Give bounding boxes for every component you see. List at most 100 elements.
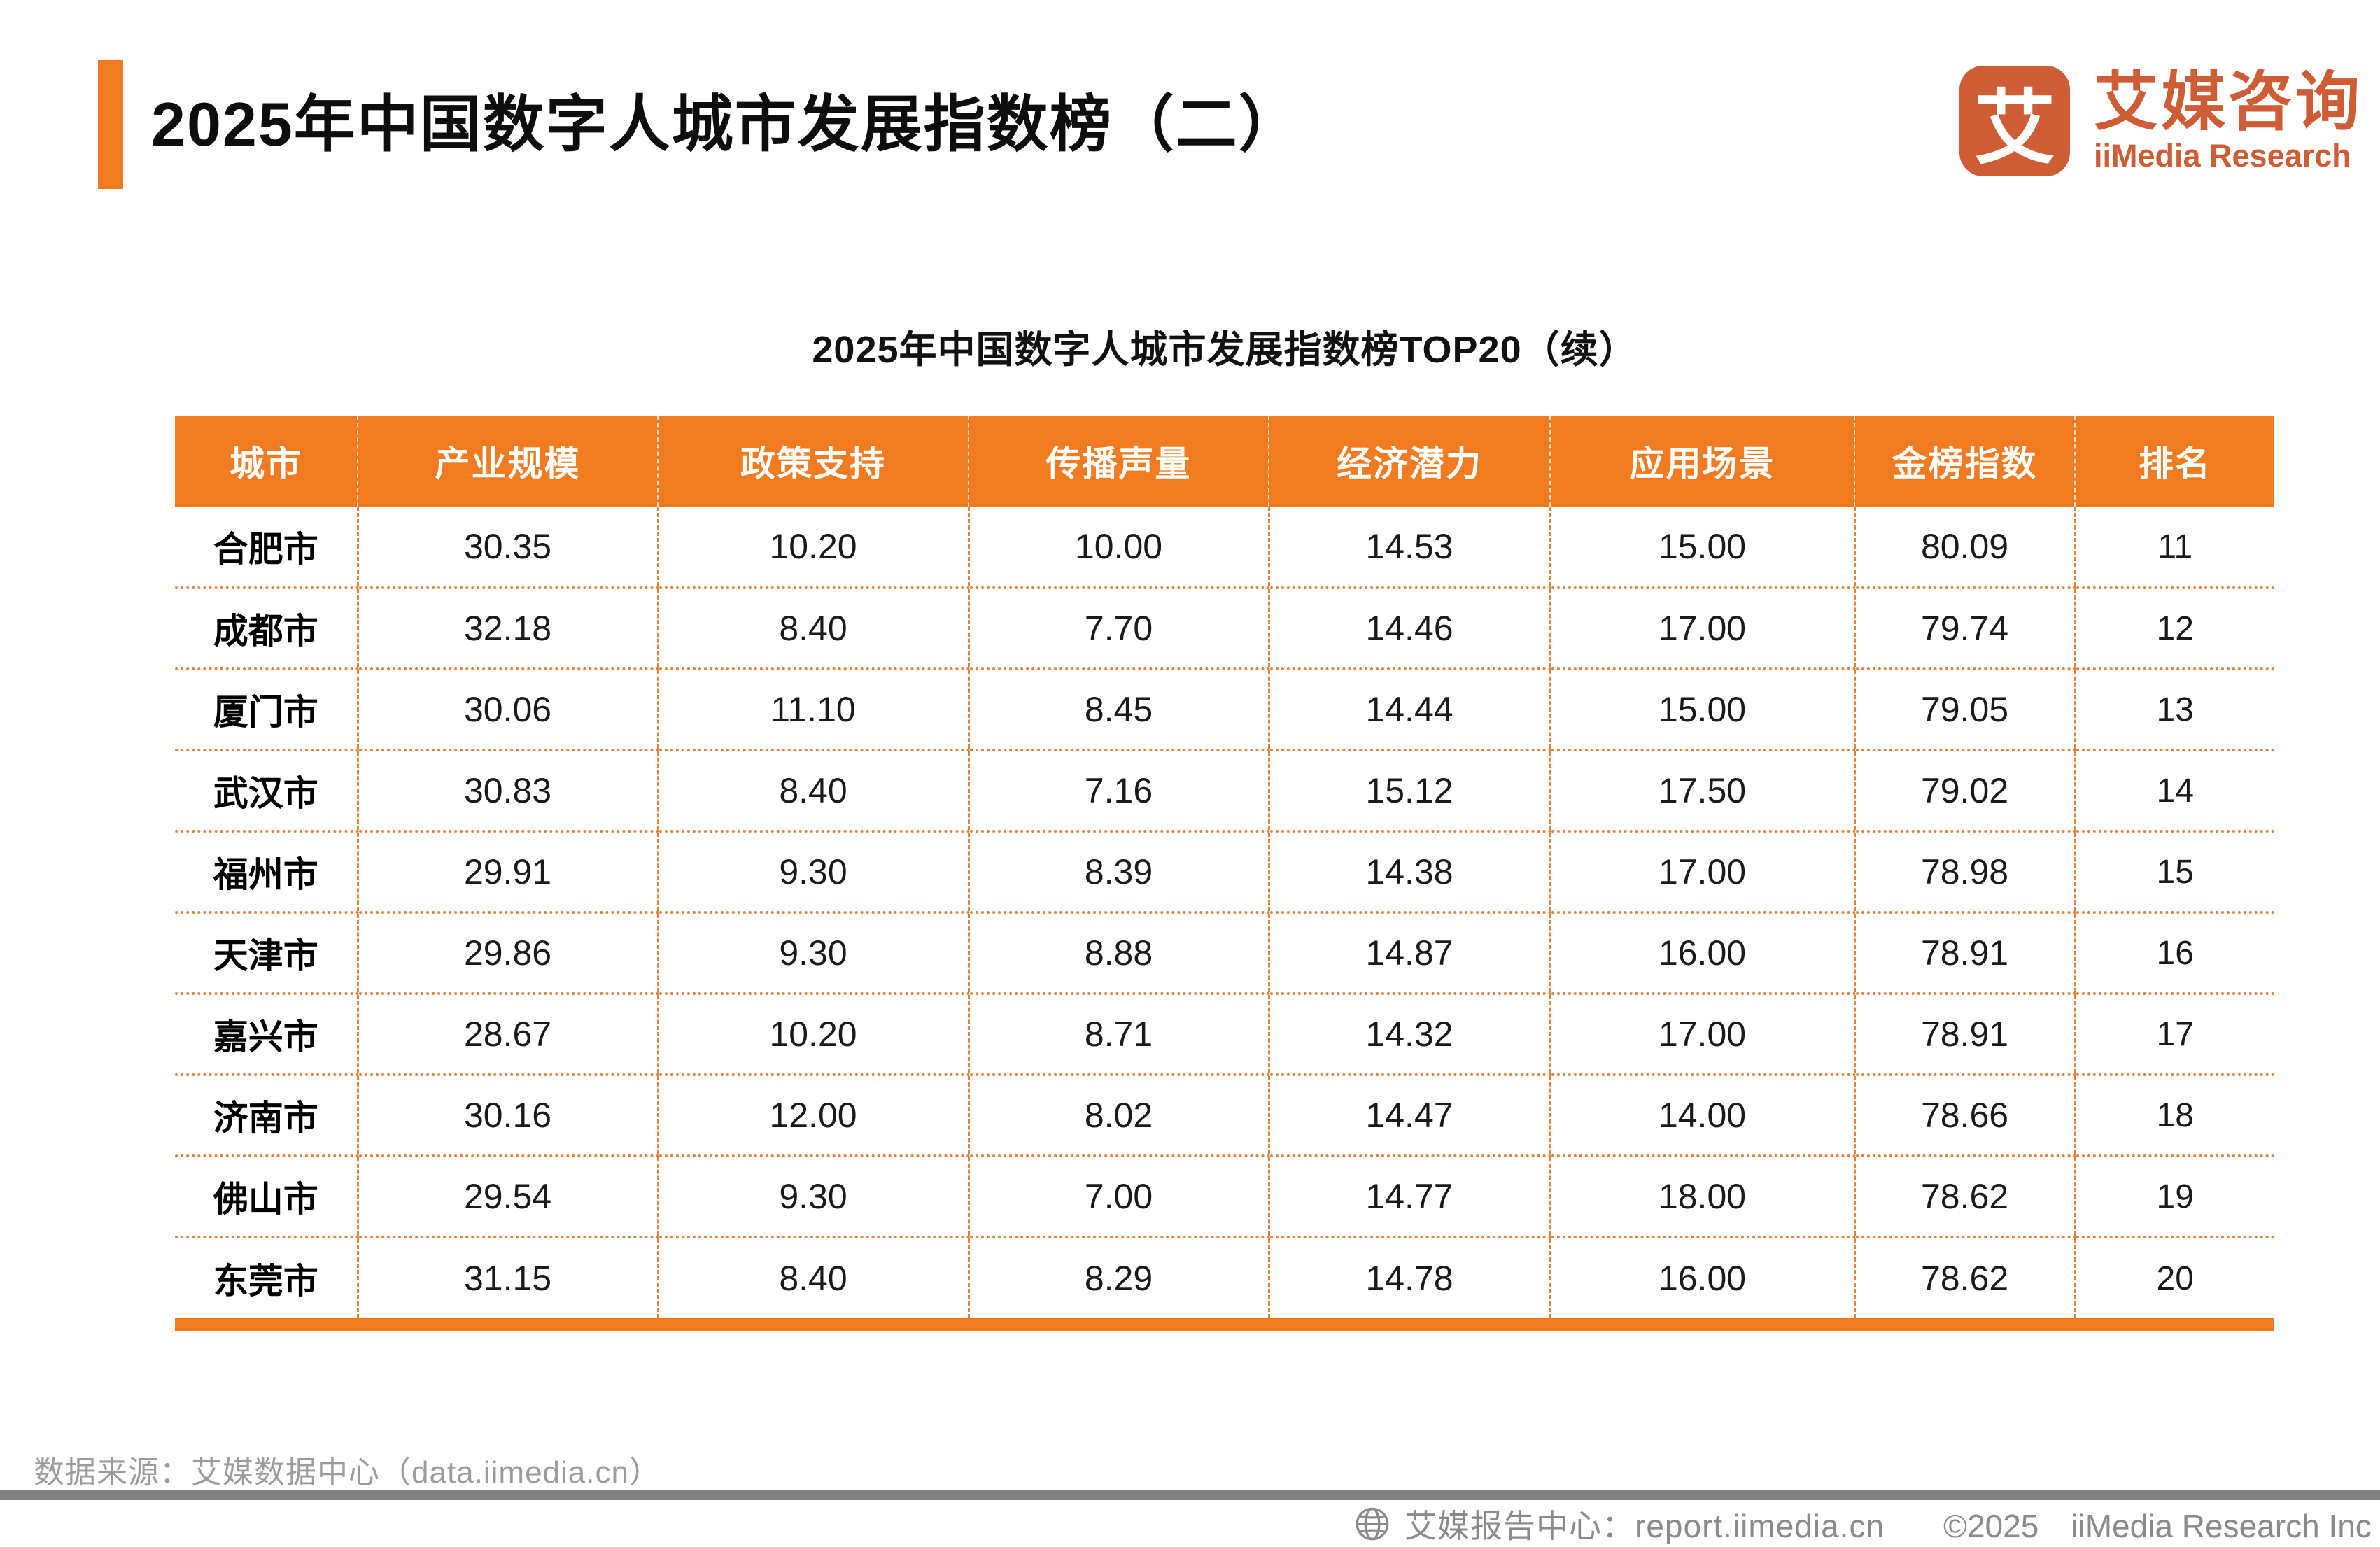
- value-cell: 32.18: [358, 588, 659, 670]
- city-cell: 东莞市: [175, 1237, 359, 1318]
- value-cell: 9.30: [658, 1156, 970, 1238]
- value-cell: 79.02: [1854, 750, 2076, 833]
- city-cell: 厦门市: [175, 669, 359, 751]
- value-cell: 8.02: [969, 1075, 1270, 1157]
- value-cell: 9.30: [658, 912, 970, 995]
- table-row: 嘉兴市 28.67 10.20 8.71 14.32 17.00 78.91 17: [175, 994, 2274, 1076]
- value-cell: 15.12: [1269, 750, 1551, 833]
- title-accent-bar: [98, 60, 123, 189]
- copyright-text: ©2025 iiMedia Research Inc: [1943, 1508, 2372, 1544]
- table-row: 济南市 30.16 12.00 8.02 14.47 14.00 78.66 18: [175, 1075, 2274, 1157]
- city-cell: 天津市: [175, 912, 359, 995]
- value-cell: 16.00: [1550, 1237, 1856, 1318]
- value-cell: 14.47: [1269, 1075, 1551, 1157]
- value-cell: 10.00: [969, 507, 1270, 589]
- rank-cell: 15: [2075, 831, 2274, 914]
- value-cell: 8.29: [969, 1237, 1270, 1318]
- value-cell: 29.86: [358, 912, 659, 995]
- header: 2025年中国数字人城市发展指数榜（二）: [98, 60, 1302, 189]
- rank-cell: 14: [2075, 750, 2274, 833]
- value-cell: 7.00: [969, 1156, 1270, 1238]
- value-cell: 78.91: [1854, 912, 2076, 995]
- value-cell: 8.39: [969, 831, 1270, 914]
- value-cell: 18.00: [1550, 1156, 1856, 1238]
- page-title: 2025年中国数字人城市发展指数榜（二）: [151, 90, 1302, 159]
- index-table: 城市 产业规模 政策支持 传播声量 经济潜力 应用场景 金榜指数 排名 合肥市 30.35 10.…: [175, 416, 2274, 1318]
- table-row: 佛山市 29.54 9.30 7.00 14.77 18.00 78.62 19: [175, 1156, 2274, 1238]
- logo-name-cn: 艾媒咨询: [2094, 66, 2363, 138]
- value-cell: 78.62: [1854, 1237, 2076, 1318]
- value-cell: 8.40: [658, 750, 970, 833]
- city-cell: 成都市: [175, 588, 359, 670]
- value-cell: 78.66: [1854, 1075, 2076, 1157]
- table-row: 厦门市 30.06 11.10 8.45 14.44 15.00 79.05 13: [175, 669, 2274, 751]
- value-cell: 14.00: [1550, 1075, 1856, 1157]
- value-cell: 17.50: [1550, 750, 1856, 833]
- value-cell: 17.00: [1550, 994, 1856, 1076]
- rank-cell: 18: [2075, 1075, 2274, 1157]
- column-header: 产业规模: [358, 416, 659, 507]
- column-header: 经济潜力: [1269, 416, 1551, 507]
- value-cell: 28.67: [358, 994, 659, 1076]
- footer-divider-bar: [0, 1490, 2380, 1500]
- table-header-row: 城市 产业规模 政策支持 传播声量 经济潜力 应用场景 金榜指数 排名: [175, 416, 2274, 507]
- table-title: 2025年中国数字人城市发展指数榜TOP20（续）: [812, 329, 1638, 371]
- value-cell: 8.40: [658, 1237, 970, 1318]
- value-cell: 30.06: [358, 669, 659, 751]
- footer: 艾媒报告中心：report.iimedia.cn ©2025 iiMedia R…: [1354, 1504, 2372, 1544]
- value-cell: 29.91: [358, 831, 659, 914]
- table-row: 武汉市 30.83 8.40 7.16 15.12 17.50 79.02 14: [175, 750, 2274, 833]
- value-cell: 78.98: [1854, 831, 2076, 914]
- value-cell: 8.45: [969, 669, 1270, 751]
- value-cell: 12.00: [658, 1075, 970, 1157]
- value-cell: 31.15: [358, 1237, 659, 1318]
- value-cell: 14.77: [1269, 1156, 1551, 1238]
- rank-cell: 11: [2075, 507, 2274, 589]
- value-cell: 15.00: [1550, 669, 1856, 751]
- table-row: 合肥市 30.35 10.20 10.00 14.53 15.00 80.09 11: [175, 507, 2274, 589]
- value-cell: 17.00: [1550, 588, 1856, 670]
- value-cell: 14.44: [1269, 669, 1551, 751]
- value-cell: 80.09: [1854, 507, 2076, 589]
- value-cell: 8.88: [969, 912, 1270, 995]
- logo-name-en: iiMedia Research: [2094, 138, 2351, 174]
- column-header: 排名: [2075, 416, 2274, 507]
- table-row: 成都市 32.18 8.40 7.70 14.46 17.00 79.74 12: [175, 588, 2274, 670]
- value-cell: 7.70: [969, 588, 1270, 670]
- value-cell: 14.38: [1269, 831, 1551, 914]
- column-header: 应用场景: [1550, 416, 1855, 507]
- table-row: 东莞市 31.15 8.40 8.29 14.78 16.00 78.62 20: [175, 1237, 2274, 1318]
- value-cell: 14.78: [1269, 1237, 1551, 1318]
- value-cell: 16.00: [1550, 912, 1856, 995]
- value-cell: 14.87: [1269, 912, 1551, 995]
- value-cell: 78.91: [1854, 994, 2076, 1076]
- table-row: 福州市 29.91 9.30 8.39 14.38 17.00 78.98 15: [175, 831, 2274, 914]
- value-cell: 30.16: [358, 1075, 659, 1157]
- value-cell: 10.20: [658, 994, 970, 1076]
- value-cell: 10.20: [658, 507, 970, 589]
- value-cell: 17.00: [1550, 831, 1856, 914]
- value-cell: 78.62: [1854, 1156, 2076, 1238]
- rank-cell: 13: [2075, 669, 2274, 751]
- rank-cell: 12: [2075, 588, 2274, 670]
- value-cell: 11.10: [658, 669, 970, 751]
- rank-cell: 19: [2075, 1156, 2274, 1238]
- table-bottom-bar: [175, 1318, 2274, 1331]
- city-cell: 武汉市: [175, 750, 359, 833]
- table-body: 合肥市 30.35 10.20 10.00 14.53 15.00 80.09 11 成都市 32…: [175, 507, 2274, 1318]
- value-cell: 7.16: [969, 750, 1270, 833]
- city-cell: 佛山市: [175, 1156, 359, 1238]
- logo-text: 艾媒咨询 iiMedia Research: [2094, 66, 2363, 176]
- iimedia-logo: 艾 艾媒咨询 iiMedia Research: [1959, 66, 2363, 176]
- value-cell: 8.40: [658, 588, 970, 670]
- city-cell: 济南市: [175, 1075, 359, 1157]
- globe-icon: [1356, 1507, 1389, 1541]
- table-section: 2025年中国数字人城市发展指数榜TOP20（续） 城市 产业规模 政策支持 传播声量…: [175, 318, 2274, 1331]
- city-cell: 嘉兴市: [175, 994, 359, 1076]
- iimedia-logo-icon: 艾: [1959, 66, 2070, 176]
- city-cell: 福州市: [175, 831, 359, 914]
- value-cell: 14.46: [1269, 588, 1551, 670]
- rank-cell: 16: [2075, 912, 2274, 995]
- value-cell: 79.05: [1854, 669, 2076, 751]
